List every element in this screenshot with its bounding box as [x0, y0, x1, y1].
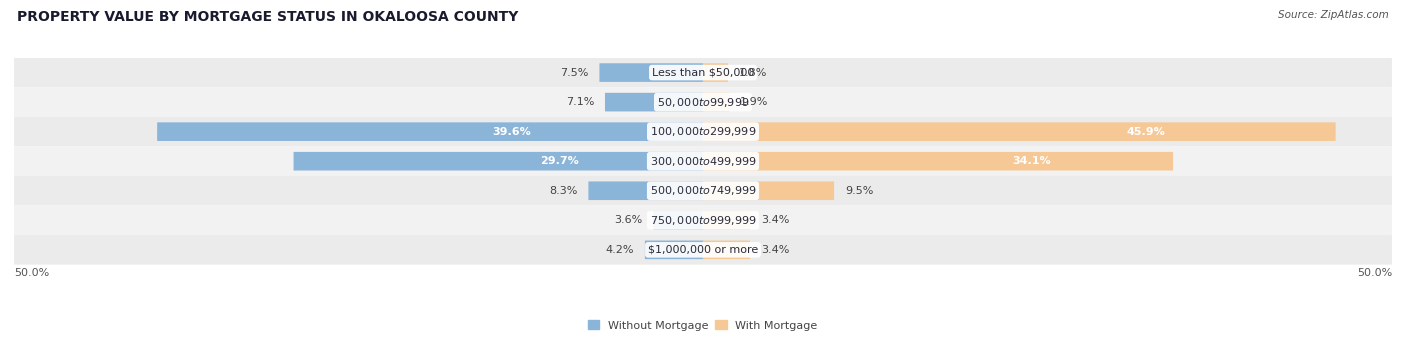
Text: 4.2%: 4.2%	[606, 245, 634, 255]
Text: 1.9%: 1.9%	[740, 97, 769, 107]
FancyBboxPatch shape	[294, 152, 703, 171]
Text: 50.0%: 50.0%	[14, 269, 49, 278]
FancyBboxPatch shape	[703, 93, 730, 112]
FancyBboxPatch shape	[605, 93, 703, 112]
Text: 39.6%: 39.6%	[492, 127, 531, 137]
FancyBboxPatch shape	[14, 147, 1392, 176]
FancyBboxPatch shape	[589, 182, 703, 200]
Text: 9.5%: 9.5%	[845, 186, 873, 196]
FancyBboxPatch shape	[703, 122, 1336, 141]
Text: $300,000 to $499,999: $300,000 to $499,999	[650, 155, 756, 168]
FancyBboxPatch shape	[14, 205, 1392, 235]
Text: 1.8%: 1.8%	[738, 68, 768, 78]
FancyBboxPatch shape	[14, 235, 1392, 265]
Text: 3.4%: 3.4%	[761, 215, 789, 225]
Text: 3.6%: 3.6%	[614, 215, 643, 225]
FancyBboxPatch shape	[14, 176, 1392, 205]
Text: 7.1%: 7.1%	[565, 97, 595, 107]
Text: Less than $50,000: Less than $50,000	[652, 68, 754, 78]
FancyBboxPatch shape	[14, 58, 1392, 87]
FancyBboxPatch shape	[14, 117, 1392, 147]
FancyBboxPatch shape	[157, 122, 703, 141]
FancyBboxPatch shape	[703, 211, 749, 230]
Text: 8.3%: 8.3%	[550, 186, 578, 196]
Text: $100,000 to $299,999: $100,000 to $299,999	[650, 125, 756, 138]
FancyBboxPatch shape	[703, 63, 728, 82]
Text: $1,000,000 or more: $1,000,000 or more	[648, 245, 758, 255]
Text: 45.9%: 45.9%	[1126, 127, 1166, 137]
FancyBboxPatch shape	[703, 240, 749, 259]
Text: 3.4%: 3.4%	[761, 245, 789, 255]
Text: 29.7%: 29.7%	[540, 156, 579, 166]
Legend: Without Mortgage, With Mortgage: Without Mortgage, With Mortgage	[588, 320, 818, 331]
Text: $750,000 to $999,999: $750,000 to $999,999	[650, 214, 756, 227]
FancyBboxPatch shape	[14, 87, 1392, 117]
Text: 34.1%: 34.1%	[1012, 156, 1052, 166]
Text: Source: ZipAtlas.com: Source: ZipAtlas.com	[1278, 10, 1389, 20]
Text: 7.5%: 7.5%	[560, 68, 589, 78]
FancyBboxPatch shape	[645, 240, 703, 259]
Text: $500,000 to $749,999: $500,000 to $749,999	[650, 184, 756, 197]
Text: $50,000 to $99,999: $50,000 to $99,999	[657, 96, 749, 108]
FancyBboxPatch shape	[599, 63, 703, 82]
Text: PROPERTY VALUE BY MORTGAGE STATUS IN OKALOOSA COUNTY: PROPERTY VALUE BY MORTGAGE STATUS IN OKA…	[17, 10, 519, 24]
FancyBboxPatch shape	[703, 152, 1173, 171]
FancyBboxPatch shape	[703, 182, 834, 200]
FancyBboxPatch shape	[654, 211, 703, 230]
Text: 50.0%: 50.0%	[1357, 269, 1392, 278]
